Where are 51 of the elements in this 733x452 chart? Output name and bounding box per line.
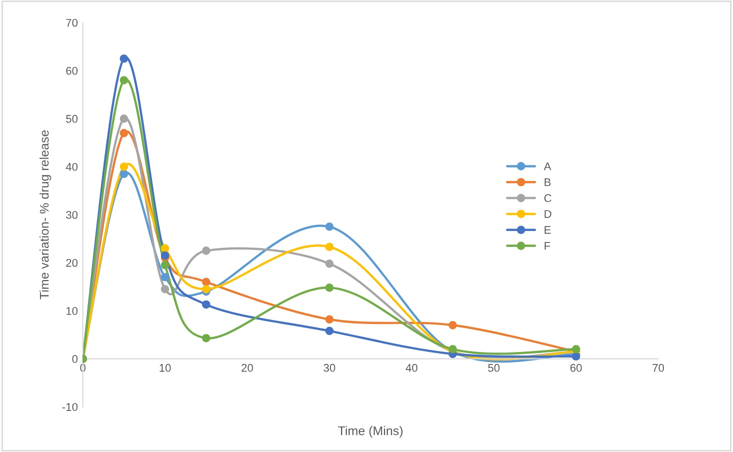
point xyxy=(120,54,128,63)
point xyxy=(448,345,457,354)
point xyxy=(572,352,580,361)
y-tick-label: 60 xyxy=(66,66,78,75)
point xyxy=(325,284,334,292)
y-tick-label: 50 xyxy=(66,114,78,123)
point xyxy=(448,320,457,330)
point xyxy=(325,326,334,336)
x-tick-label: 70 xyxy=(652,364,664,372)
point xyxy=(325,222,334,231)
point xyxy=(160,272,170,282)
y-tick-label: -10 xyxy=(62,403,78,411)
x-tick-label: 0 xyxy=(80,364,86,372)
point xyxy=(572,345,580,354)
point xyxy=(202,300,210,309)
point xyxy=(202,278,210,286)
point xyxy=(325,242,334,252)
point xyxy=(325,260,334,268)
legend-label: B xyxy=(544,178,551,186)
point xyxy=(202,284,210,294)
y-tick-label: 40 xyxy=(66,162,78,171)
point xyxy=(160,244,170,252)
point xyxy=(160,260,170,270)
point xyxy=(325,315,334,324)
legend-label: D xyxy=(544,210,552,218)
x-tick-label: 10 xyxy=(160,364,171,372)
y-tick-label: 70 xyxy=(66,18,78,27)
point xyxy=(120,76,128,84)
x-tick-label: 50 xyxy=(488,364,500,372)
x-tick-label: 60 xyxy=(570,364,582,372)
x-tick-label: 20 xyxy=(242,364,253,372)
point xyxy=(202,246,210,255)
legend-label: F xyxy=(544,242,550,250)
y-tick-label: 10 xyxy=(66,307,78,315)
legend-label: A xyxy=(544,162,552,170)
legend-label: E xyxy=(544,226,551,234)
x-tick-label: 40 xyxy=(406,364,418,372)
point xyxy=(120,162,128,171)
point xyxy=(120,170,128,178)
y-axis-title: Time variation- % drug release xyxy=(40,130,52,300)
point xyxy=(120,114,128,123)
legend-label: C xyxy=(544,194,552,202)
point xyxy=(120,128,128,138)
y-tick-label: 0 xyxy=(72,355,78,363)
point xyxy=(160,251,170,260)
point xyxy=(160,284,170,294)
y-tick-label: 30 xyxy=(66,210,78,219)
y-tick-label: 20 xyxy=(66,258,78,267)
x-tick-label: 30 xyxy=(324,364,336,372)
x-axis-title: Time (Mins) xyxy=(338,426,403,438)
point xyxy=(202,334,210,342)
